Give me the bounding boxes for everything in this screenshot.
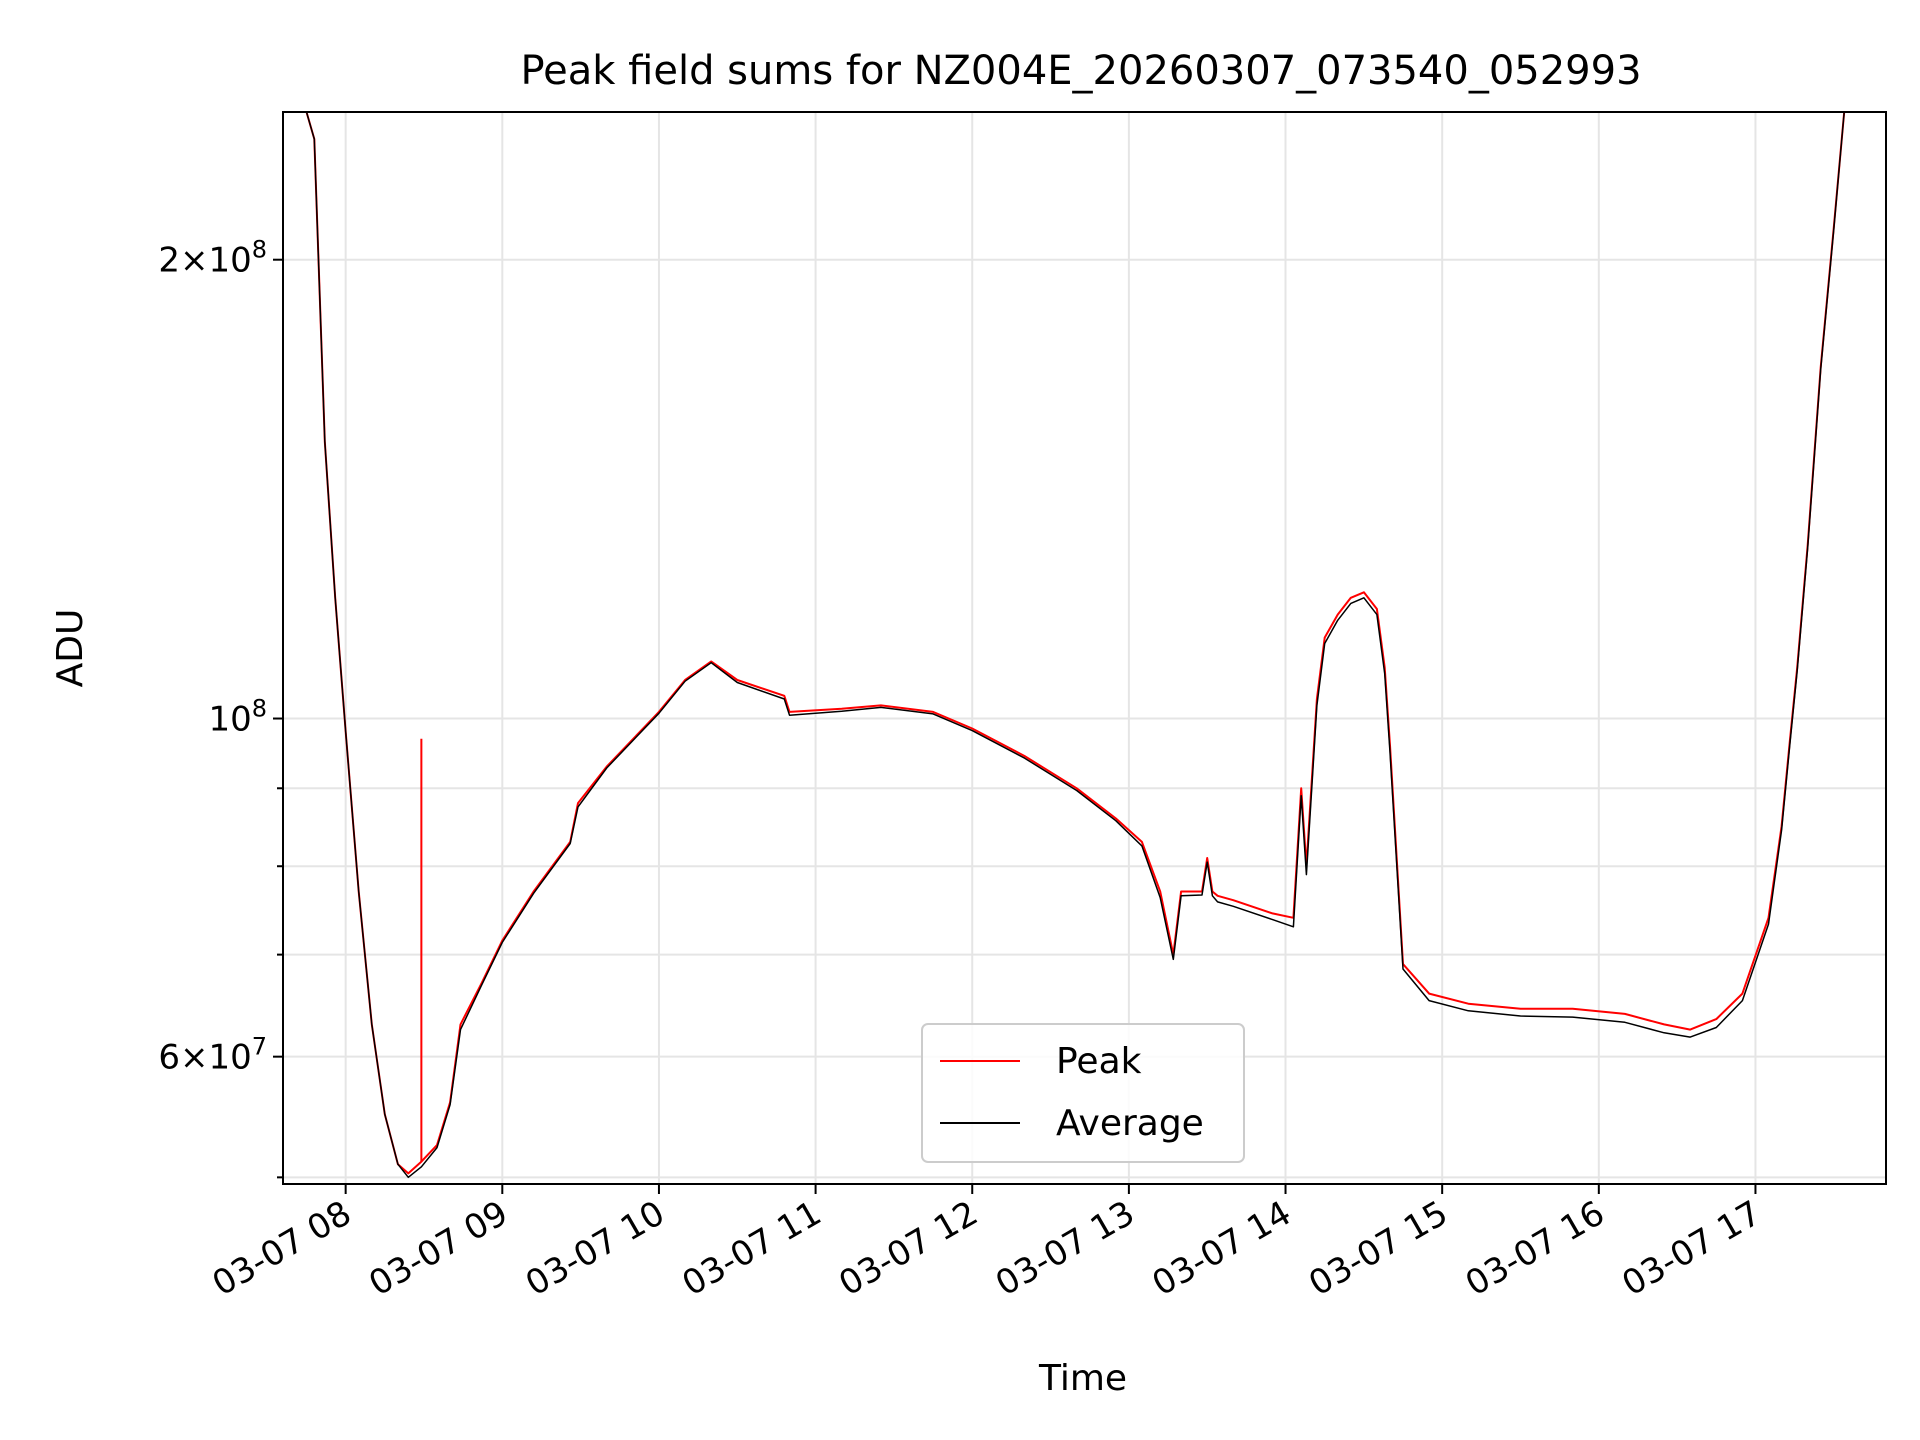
y-tick-label: 108	[208, 695, 267, 740]
legend: Peak Average	[921, 1023, 1245, 1163]
y-axis-ticks: 2×108 108 6×107	[158, 236, 283, 1179]
legend-average-label: Average	[1056, 1103, 1204, 1144]
series-layer	[305, 112, 1846, 1179]
legend-peak-label: Peak	[1056, 1041, 1142, 1082]
y-tick-label: 2×108	[158, 236, 267, 281]
plot-frame	[282, 111, 1887, 1185]
y-tick-label: 6×107	[158, 1033, 267, 1078]
y-axis-label: ADU	[50, 609, 91, 688]
series-line-average	[305, 112, 1845, 1179]
grid-lines	[283, 112, 1886, 1184]
legend-box	[921, 1023, 1245, 1163]
chart-title: Peak field sums for NZ004E_20260307_0735…	[520, 48, 1641, 94]
x-axis-label: Time	[1038, 1358, 1127, 1399]
